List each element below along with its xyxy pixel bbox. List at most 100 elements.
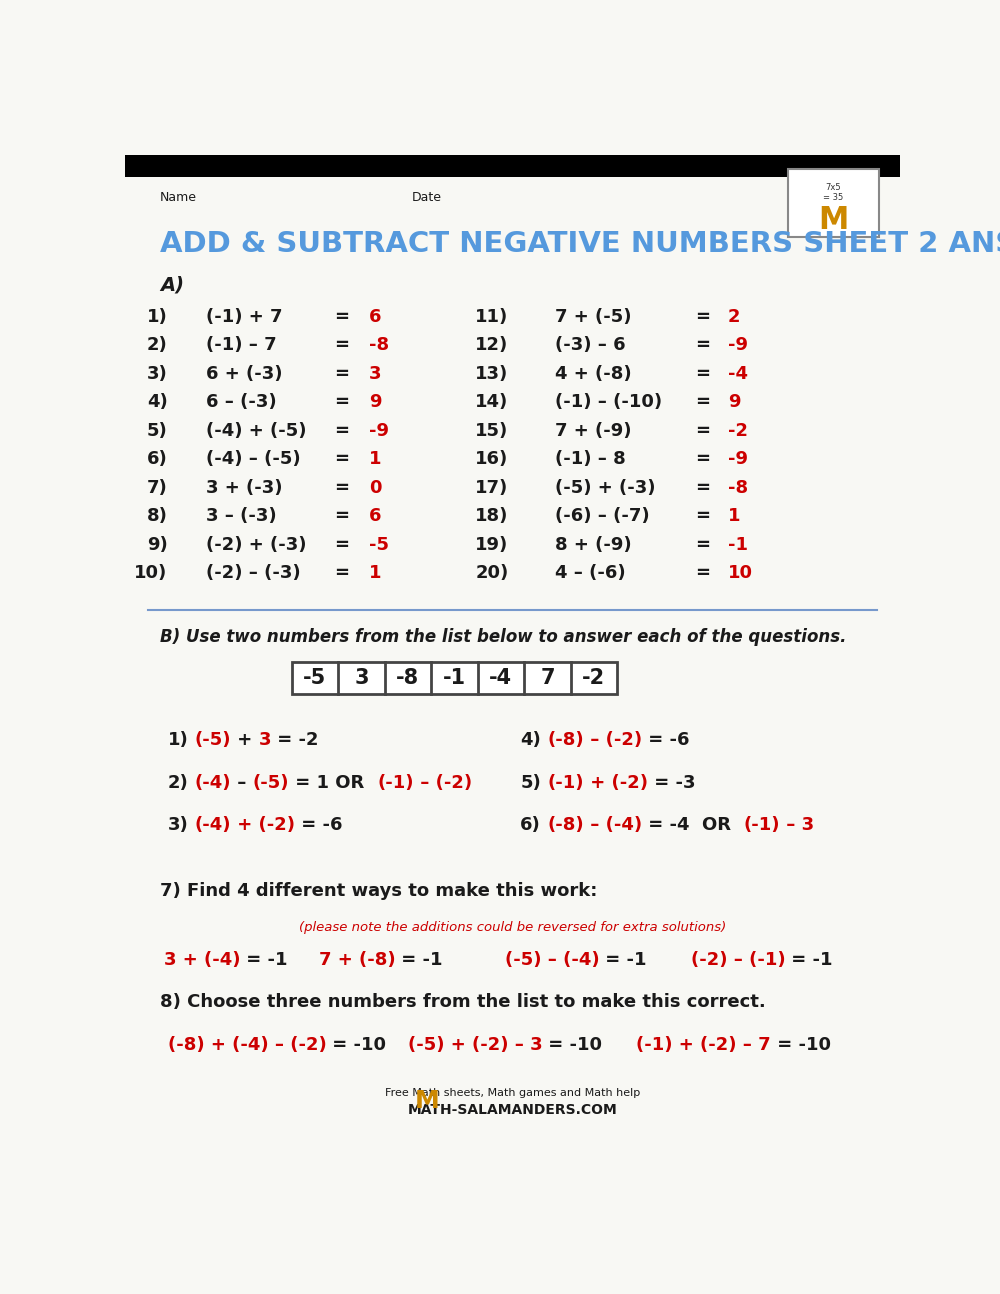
- Text: =: =: [695, 365, 710, 383]
- Text: 4): 4): [147, 393, 168, 411]
- Text: = -10: = -10: [771, 1035, 831, 1053]
- Text: 9): 9): [147, 536, 168, 554]
- Text: -9: -9: [728, 336, 748, 355]
- Text: = -1: = -1: [599, 951, 647, 969]
- Text: 12): 12): [475, 336, 509, 355]
- Text: (-5): (-5): [195, 731, 231, 749]
- Text: 3: 3: [259, 731, 271, 749]
- Text: (-1) – 7: (-1) – 7: [206, 336, 277, 355]
- Text: = -6: = -6: [295, 817, 343, 835]
- Text: (-1): (-1): [547, 774, 584, 792]
- Text: 6): 6): [520, 817, 541, 835]
- Text: =: =: [695, 393, 710, 411]
- Text: 4 – (-6): 4 – (-6): [555, 564, 626, 582]
- Text: 20): 20): [475, 564, 509, 582]
- Text: -4: -4: [489, 668, 512, 688]
- Text: 2): 2): [147, 336, 168, 355]
- Text: =: =: [334, 308, 350, 326]
- Text: 1): 1): [147, 308, 168, 326]
- Text: Μ: Μ: [818, 206, 849, 236]
- Text: = -6: = -6: [642, 731, 690, 749]
- Text: – (-2): – (-2): [414, 774, 472, 792]
- Text: 6: 6: [369, 507, 382, 525]
- Text: (-5) + (-3): (-5) + (-3): [555, 479, 656, 497]
- Text: = -10: = -10: [542, 1035, 602, 1053]
- Text: 5): 5): [147, 422, 168, 440]
- Text: =: =: [695, 564, 710, 582]
- Text: 7 + (-5): 7 + (-5): [555, 308, 632, 326]
- Text: =: =: [695, 536, 710, 554]
- Text: = -10: = -10: [326, 1035, 386, 1053]
- Text: =: =: [695, 422, 710, 440]
- Text: 0: 0: [369, 479, 382, 497]
- Text: 1: 1: [369, 564, 382, 582]
- FancyBboxPatch shape: [788, 170, 879, 237]
- Text: 3): 3): [147, 365, 168, 383]
- Text: = -1: = -1: [785, 951, 833, 969]
- Text: 2): 2): [168, 774, 188, 792]
- Text: 10): 10): [134, 564, 168, 582]
- Text: =: =: [334, 393, 350, 411]
- Text: – (-4): – (-4): [584, 817, 642, 835]
- Text: -1: -1: [728, 536, 748, 554]
- Text: – 3: – 3: [780, 817, 814, 835]
- Text: 9: 9: [728, 393, 740, 411]
- Text: -2: -2: [582, 668, 605, 688]
- Text: =: =: [334, 536, 350, 554]
- Text: = -4  OR: = -4 OR: [642, 817, 744, 835]
- Text: 4): 4): [520, 731, 541, 749]
- Text: + (-2): + (-2): [231, 817, 295, 835]
- Text: (-1) – 8: (-1) – 8: [555, 450, 626, 468]
- Text: (-4) – (-5): (-4) – (-5): [206, 450, 301, 468]
- Text: 8) Choose three numbers from the list to make this correct.: 8) Choose three numbers from the list to…: [160, 994, 766, 1012]
- Text: (-5): (-5): [253, 774, 289, 792]
- Text: +: +: [231, 731, 259, 749]
- Text: 6 – (-3): 6 – (-3): [206, 393, 277, 411]
- Text: (-8): (-8): [547, 731, 584, 749]
- Text: (-5) + (-2) – 3: (-5) + (-2) – 3: [408, 1035, 542, 1053]
- Text: 3: 3: [369, 365, 382, 383]
- Text: -1: -1: [443, 668, 466, 688]
- Text: 18): 18): [475, 507, 509, 525]
- Text: 3 – (-3): 3 – (-3): [206, 507, 277, 525]
- Text: 1): 1): [168, 731, 188, 749]
- Text: -4: -4: [728, 365, 748, 383]
- Text: = 35: = 35: [823, 193, 843, 202]
- Text: A): A): [160, 276, 184, 294]
- Text: Date: Date: [412, 192, 442, 204]
- Text: 13): 13): [475, 365, 509, 383]
- Text: -8: -8: [369, 336, 389, 355]
- Text: =: =: [334, 365, 350, 383]
- Text: Μ: Μ: [415, 1088, 440, 1113]
- Text: 11): 11): [475, 308, 509, 326]
- Text: -5: -5: [303, 668, 326, 688]
- Text: = -1: = -1: [240, 951, 288, 969]
- Text: (-1) + (-2) – 7: (-1) + (-2) – 7: [637, 1035, 771, 1053]
- Text: 7x5: 7x5: [826, 184, 841, 192]
- Text: – (-2): – (-2): [584, 731, 642, 749]
- Text: 7 + (-9): 7 + (-9): [555, 422, 632, 440]
- Text: 3 + (-3): 3 + (-3): [206, 479, 283, 497]
- Text: =: =: [695, 479, 710, 497]
- Text: = -2: = -2: [271, 731, 319, 749]
- Text: (-6) – (-7): (-6) – (-7): [555, 507, 650, 525]
- Text: (-8): (-8): [547, 817, 584, 835]
- Text: (-4) + (-5): (-4) + (-5): [206, 422, 307, 440]
- Text: =: =: [695, 336, 710, 355]
- Text: 2: 2: [728, 308, 740, 326]
- Text: =: =: [334, 564, 350, 582]
- Text: 16): 16): [475, 450, 509, 468]
- Text: 1: 1: [369, 450, 382, 468]
- Text: –: –: [231, 774, 253, 792]
- Text: (-3) – 6: (-3) – 6: [555, 336, 626, 355]
- Text: -9: -9: [728, 450, 748, 468]
- Text: 1: 1: [728, 507, 740, 525]
- Text: 3): 3): [168, 817, 188, 835]
- Text: (-2) + (-3): (-2) + (-3): [206, 536, 307, 554]
- Text: 6 + (-3): 6 + (-3): [206, 365, 283, 383]
- Text: -9: -9: [369, 422, 389, 440]
- Text: =: =: [695, 507, 710, 525]
- Text: ADD & SUBTRACT NEGATIVE NUMBERS SHEET 2 ANSWERS: ADD & SUBTRACT NEGATIVE NUMBERS SHEET 2 …: [160, 230, 1000, 258]
- Text: 7): 7): [147, 479, 168, 497]
- Text: =: =: [695, 308, 710, 326]
